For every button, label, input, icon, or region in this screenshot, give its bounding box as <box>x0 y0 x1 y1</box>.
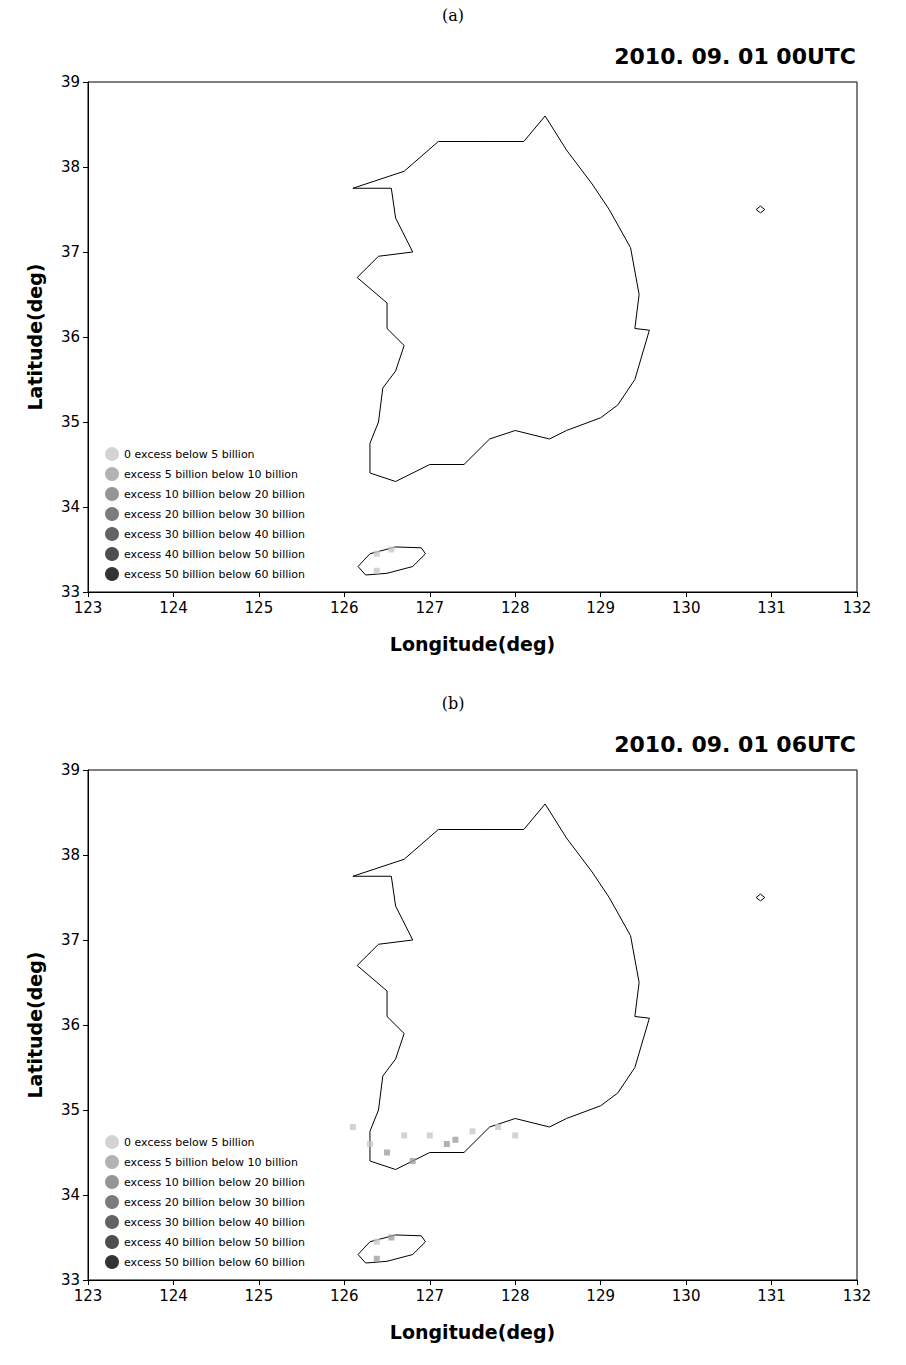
svg-text:36: 36 <box>61 1016 80 1034</box>
svg-text:35: 35 <box>61 1101 80 1119</box>
svg-text:excess 30 billion below 40 bil: excess 30 billion below 40 billion <box>124 528 305 541</box>
svg-text:excess 50 billion below 60 bil: excess 50 billion below 60 billion <box>124 1256 305 1269</box>
svg-text:37: 37 <box>61 243 80 261</box>
svg-text:35: 35 <box>61 413 80 431</box>
svg-text:128: 128 <box>501 599 530 617</box>
svg-text:38: 38 <box>61 158 80 176</box>
svg-text:0 excess below 5 billion: 0 excess below 5 billion <box>124 448 255 461</box>
svg-text:36: 36 <box>61 328 80 346</box>
svg-text:129: 129 <box>586 1287 615 1305</box>
svg-text:2010. 09. 01 06UTC: 2010. 09. 01 06UTC <box>614 732 856 757</box>
svg-text:excess 20 billion below 30 bil: excess 20 billion below 30 billion <box>124 508 305 521</box>
svg-text:Latitude(deg): Latitude(deg) <box>24 951 46 1098</box>
svg-text:129: 129 <box>586 599 615 617</box>
svg-text:excess 30 billion below 40 bil: excess 30 billion below 40 billion <box>124 1216 305 1229</box>
svg-text:130: 130 <box>672 1287 701 1305</box>
svg-text:excess 5 billion below 10 bill: excess 5 billion below 10 billion <box>124 1156 298 1169</box>
svg-text:0 excess below 5 billion: 0 excess below 5 billion <box>124 1136 255 1149</box>
svg-text:123: 123 <box>74 1287 103 1305</box>
svg-text:38: 38 <box>61 846 80 864</box>
svg-text:39: 39 <box>61 761 80 779</box>
svg-text:(b): (b) <box>442 694 465 713</box>
svg-text:127: 127 <box>415 1287 444 1305</box>
svg-text:33: 33 <box>60 1271 80 1289</box>
svg-text:125: 125 <box>245 1287 274 1305</box>
svg-text:128: 128 <box>501 1287 530 1305</box>
svg-text:125: 125 <box>245 599 274 617</box>
svg-text:Longitude(deg): Longitude(deg) <box>390 1321 555 1343</box>
svg-text:124: 124 <box>159 1287 188 1305</box>
svg-text:126: 126 <box>330 1287 359 1305</box>
svg-text:34: 34 <box>61 498 80 516</box>
svg-text:excess 10 billion below 20 bil: excess 10 billion below 20 billion <box>124 488 305 501</box>
svg-text:126: 126 <box>330 599 359 617</box>
svg-text:excess 5 billion below 10 bill: excess 5 billion below 10 billion <box>124 468 298 481</box>
svg-text:2010. 09. 01 00UTC: 2010. 09. 01 00UTC <box>614 44 856 69</box>
svg-text:(a): (a) <box>442 6 464 25</box>
svg-text:131: 131 <box>757 1287 786 1305</box>
svg-text:131: 131 <box>757 599 786 617</box>
svg-text:130: 130 <box>672 599 701 617</box>
svg-text:excess 40 billion below 50 bil: excess 40 billion below 50 billion <box>124 1236 305 1249</box>
svg-text:excess 40 billion below 50 bil: excess 40 billion below 50 billion <box>124 548 305 561</box>
svg-text:132: 132 <box>843 1287 872 1305</box>
svg-text:excess 20 billion below 30 bil: excess 20 billion below 30 billion <box>124 1196 305 1209</box>
svg-text:37: 37 <box>61 931 80 949</box>
svg-text:123: 123 <box>74 599 103 617</box>
svg-text:excess 10 billion below 20 bil: excess 10 billion below 20 billion <box>124 1176 305 1189</box>
svg-text:124: 124 <box>159 599 188 617</box>
svg-text:34: 34 <box>61 1186 80 1204</box>
svg-text:39: 39 <box>61 73 80 91</box>
svg-text:132: 132 <box>843 599 872 617</box>
svg-text:33: 33 <box>60 583 80 601</box>
svg-text:Longitude(deg): Longitude(deg) <box>390 633 555 655</box>
svg-text:127: 127 <box>415 599 444 617</box>
svg-text:excess 50 billion below 60 bil: excess 50 billion below 60 billion <box>124 568 305 581</box>
svg-text:Latitude(deg): Latitude(deg) <box>24 263 46 410</box>
